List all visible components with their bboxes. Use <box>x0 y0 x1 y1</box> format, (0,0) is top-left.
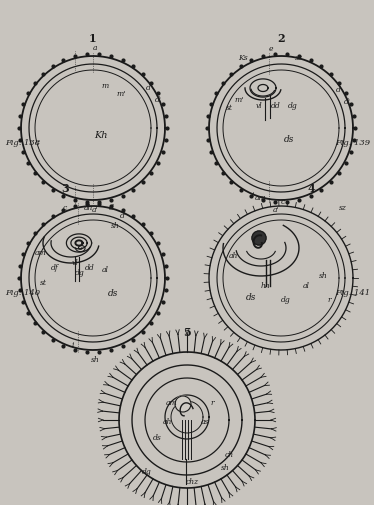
Text: dg: dg <box>142 468 152 476</box>
Text: i: i <box>252 191 254 199</box>
Text: 3: 3 <box>61 182 69 193</box>
Text: chz: chz <box>186 478 199 486</box>
Text: m': m' <box>234 96 244 104</box>
Text: Fig. 141: Fig. 141 <box>335 289 370 297</box>
Text: a': a' <box>92 206 98 214</box>
Text: d: d <box>335 86 340 94</box>
Text: ah: ah <box>162 418 172 426</box>
Text: dg: dg <box>281 296 291 304</box>
Text: i: i <box>72 341 74 349</box>
Text: 5: 5 <box>183 327 191 337</box>
Text: df: df <box>51 264 59 272</box>
Text: sh: sh <box>221 464 229 472</box>
Text: r: r <box>210 399 214 407</box>
Text: vl: vl <box>255 102 263 110</box>
Text: r: r <box>327 296 331 304</box>
Text: dg: dg <box>75 269 85 277</box>
Text: al: al <box>101 266 108 274</box>
Text: al: al <box>303 282 310 290</box>
Text: i: i <box>62 191 64 199</box>
Text: d: d <box>145 84 150 92</box>
Text: a: a <box>93 44 97 52</box>
Text: d': d' <box>154 96 162 104</box>
Text: dd: dd <box>85 264 95 272</box>
Text: ah: ah <box>228 252 238 260</box>
Text: d: d <box>108 204 113 212</box>
Text: sh: sh <box>319 272 327 280</box>
Text: ch: ch <box>224 451 233 459</box>
Text: d': d' <box>343 98 350 106</box>
Text: vl: vl <box>72 259 79 267</box>
Text: as: as <box>201 418 209 426</box>
Text: m': m' <box>116 90 126 98</box>
Text: am: am <box>255 194 267 202</box>
Text: c: c <box>63 204 67 212</box>
Text: m: m <box>101 82 108 90</box>
Text: Fig. 138: Fig. 138 <box>5 139 40 147</box>
Text: st: st <box>226 104 233 112</box>
Text: ah: ah <box>83 204 93 212</box>
Text: ds: ds <box>284 135 294 144</box>
Text: a': a' <box>273 206 279 214</box>
Text: st: st <box>40 279 46 287</box>
Text: Fig. 139: Fig. 139 <box>335 139 370 147</box>
Text: 1: 1 <box>89 32 97 43</box>
Text: 4: 4 <box>307 182 315 193</box>
Text: sh: sh <box>91 356 99 364</box>
Text: ds: ds <box>153 434 161 442</box>
Text: Ks: Ks <box>238 54 248 62</box>
Text: Kh: Kh <box>94 131 108 140</box>
Text: dg: dg <box>288 102 298 110</box>
Text: d': d' <box>120 212 126 220</box>
Text: c: c <box>281 198 285 206</box>
Circle shape <box>175 396 191 412</box>
Text: 2: 2 <box>277 32 285 43</box>
Text: sz: sz <box>339 204 347 212</box>
Text: sh: sh <box>111 222 119 230</box>
Text: dd: dd <box>271 102 281 110</box>
Text: sz: sz <box>295 54 303 62</box>
Text: e: e <box>269 45 273 53</box>
Text: hh: hh <box>261 282 271 290</box>
Text: am: am <box>166 399 178 407</box>
Text: am: am <box>35 249 47 257</box>
Text: Fig. 140: Fig. 140 <box>5 289 40 297</box>
Text: ds: ds <box>108 288 118 297</box>
Text: ds: ds <box>246 293 256 302</box>
Circle shape <box>252 231 266 245</box>
